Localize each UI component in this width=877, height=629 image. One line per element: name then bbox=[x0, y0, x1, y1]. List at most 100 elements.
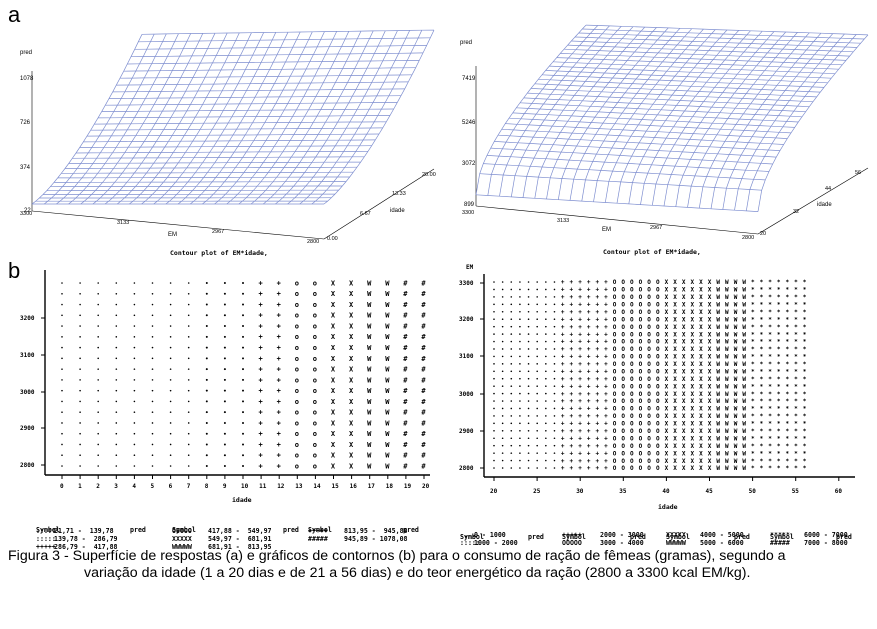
contour1-mark bbox=[61, 358, 63, 360]
contour2-mark bbox=[545, 370, 547, 372]
contour1-mark bbox=[242, 379, 244, 381]
surface2-idade-tick: 44 bbox=[825, 186, 831, 192]
surface-grid-line bbox=[582, 29, 864, 39]
contour2-mark: O bbox=[630, 331, 634, 338]
contour2-mark bbox=[493, 452, 495, 454]
contour2-mark bbox=[493, 415, 495, 417]
contour1-mark bbox=[152, 358, 154, 360]
contour2-mark: O bbox=[639, 331, 643, 338]
contour1-y-tick-label: 2800 bbox=[20, 462, 35, 469]
contour2-mark: W bbox=[716, 465, 720, 472]
contour2-mark: O bbox=[647, 458, 651, 465]
contour1-mark: o bbox=[313, 430, 317, 438]
contour2-mark: X bbox=[699, 339, 703, 346]
contour2-mark: * bbox=[777, 458, 781, 465]
contour1-mark: X bbox=[331, 376, 336, 384]
contour2-mark: X bbox=[708, 361, 712, 368]
contour2-mark: O bbox=[621, 339, 625, 346]
contour2-mark: + bbox=[595, 458, 599, 465]
contour2-mark bbox=[502, 281, 504, 283]
contour2-mark: X bbox=[699, 346, 703, 353]
contour2-mark: O bbox=[613, 376, 617, 383]
contour2-mark: * bbox=[768, 465, 772, 472]
contour2-mark: W bbox=[716, 287, 720, 294]
contour2-mark: O bbox=[647, 413, 651, 420]
contour2-mark: W bbox=[716, 443, 720, 450]
contour2-mark: X bbox=[673, 398, 677, 405]
contour1-mark bbox=[188, 401, 190, 403]
contour2-mark bbox=[510, 460, 512, 462]
contour2-mark: * bbox=[803, 413, 807, 420]
contour2-mark bbox=[554, 363, 556, 365]
contour2-mark: * bbox=[777, 450, 781, 457]
contour1-mark bbox=[170, 379, 172, 381]
contour2-mark bbox=[519, 445, 521, 447]
contour2-mark: W bbox=[742, 279, 746, 286]
contour2-mark bbox=[519, 333, 521, 335]
contour2-mark: * bbox=[751, 309, 755, 316]
contour1-mark bbox=[170, 325, 172, 327]
contour2-mark bbox=[536, 370, 538, 372]
contour2-mark: X bbox=[690, 458, 694, 465]
contour2-mark: X bbox=[708, 302, 712, 309]
contour2-mark: W bbox=[725, 428, 729, 435]
contour2-mark bbox=[545, 326, 547, 328]
surface-grid-line bbox=[44, 34, 154, 204]
surface-grid-line bbox=[586, 25, 868, 35]
surface-grid-line bbox=[47, 190, 339, 191]
contour2-mark: * bbox=[786, 428, 790, 435]
contour2-mark bbox=[528, 296, 530, 298]
contour2-mark: + bbox=[604, 391, 608, 398]
contour2-mark bbox=[502, 348, 504, 350]
legend2-cell: 1000 - 2000 bbox=[474, 539, 518, 547]
contour2-mark bbox=[528, 430, 530, 432]
surface-grid-line bbox=[32, 34, 142, 204]
contour2-mark: O bbox=[656, 316, 660, 323]
contour2-mark: * bbox=[760, 309, 764, 316]
surface1-idade-tick: 20.00 bbox=[422, 172, 436, 178]
surface1-idade-label: idade bbox=[390, 208, 405, 214]
contour2-mark: X bbox=[708, 458, 712, 465]
contour1-mark bbox=[152, 293, 154, 295]
contour1-x-tick-label: 12 bbox=[277, 483, 285, 490]
contour1-mark: X bbox=[331, 387, 336, 395]
contour2-mark: + bbox=[595, 376, 599, 383]
contour2-mark: * bbox=[794, 465, 798, 472]
contour1-mark: # bbox=[403, 355, 408, 363]
contour1-mark bbox=[116, 325, 118, 327]
contour2-mark bbox=[519, 400, 521, 402]
contour2-mark: X bbox=[673, 309, 677, 316]
contour2-mark bbox=[528, 400, 530, 402]
surface-grid-line bbox=[500, 26, 610, 196]
contour2-mark: W bbox=[742, 309, 746, 316]
surface-grid-line bbox=[91, 128, 383, 130]
contour2-mark: X bbox=[673, 316, 677, 323]
contour2-mark: + bbox=[578, 413, 582, 420]
contour2-mark bbox=[545, 415, 547, 417]
contour1-mark bbox=[206, 325, 208, 327]
contour2-mark bbox=[554, 378, 556, 380]
contour1-mark: + bbox=[259, 430, 263, 438]
contour1-mark bbox=[134, 465, 136, 467]
contour2-mark: * bbox=[777, 331, 781, 338]
contour1-mark: o bbox=[295, 279, 299, 287]
contour1-mark: + bbox=[277, 355, 281, 363]
contour1-mark bbox=[206, 314, 208, 316]
contour1-mark: + bbox=[259, 398, 263, 406]
contour2-mark bbox=[528, 378, 530, 380]
contour2-mark: * bbox=[786, 406, 790, 413]
contour2-mark bbox=[545, 423, 547, 425]
contour1-mark bbox=[134, 314, 136, 316]
contour1-mark bbox=[170, 422, 172, 424]
contour2-mark: + bbox=[561, 391, 565, 398]
contour2-mark: * bbox=[803, 346, 807, 353]
contour2-mark: W bbox=[716, 413, 720, 420]
contour2-mark: * bbox=[803, 406, 807, 413]
contour1-x-label: idade bbox=[232, 496, 252, 504]
contour2-mark bbox=[510, 452, 512, 454]
contour2-mark bbox=[519, 348, 521, 350]
surface-grid-line bbox=[116, 82, 408, 85]
contour2-mark: X bbox=[673, 354, 677, 361]
contour2-mark: X bbox=[708, 406, 712, 413]
contour2-mark: X bbox=[682, 302, 686, 309]
